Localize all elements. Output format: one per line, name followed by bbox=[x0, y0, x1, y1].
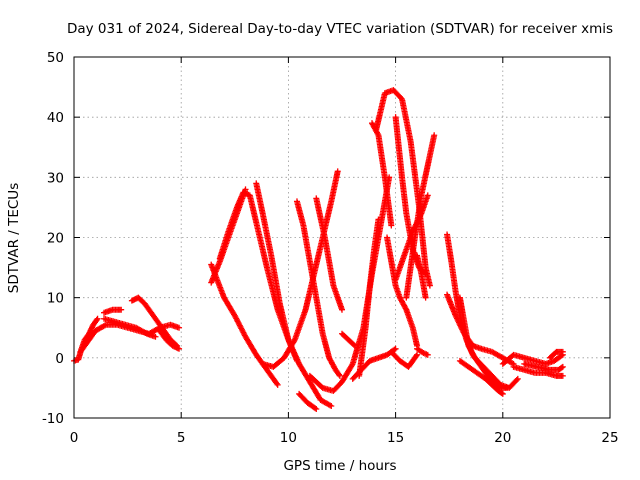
data-point bbox=[414, 351, 421, 358]
x-tick-label: 20 bbox=[494, 430, 511, 446]
data-point bbox=[348, 362, 355, 369]
y-tick-labels: -10 0 10 20 30 40 50 bbox=[42, 50, 64, 427]
data-point bbox=[559, 363, 566, 370]
data-point bbox=[176, 324, 183, 331]
data-point bbox=[424, 192, 431, 199]
series-arc-04 bbox=[101, 315, 159, 340]
data-point bbox=[499, 390, 506, 397]
series-arc-33 bbox=[510, 363, 566, 379]
data-point bbox=[313, 405, 320, 412]
series-arc-29 bbox=[444, 291, 517, 367]
data-point bbox=[424, 351, 431, 358]
series-arc-17 bbox=[339, 330, 358, 349]
series-arc-24 bbox=[392, 192, 431, 283]
data-point bbox=[339, 306, 345, 313]
data-point bbox=[312, 405, 319, 412]
data-point bbox=[559, 372, 566, 379]
y-tick-label: -10 bbox=[42, 411, 64, 427]
series-arc-03 bbox=[101, 306, 125, 316]
data-point bbox=[94, 315, 101, 322]
data-points bbox=[71, 87, 566, 412]
x-tick-label: 5 bbox=[177, 430, 186, 446]
data-point bbox=[351, 342, 358, 349]
data-point bbox=[375, 216, 382, 223]
series-arc-25 bbox=[388, 348, 421, 370]
y-tick-label: 20 bbox=[47, 231, 64, 247]
data-point bbox=[176, 345, 183, 352]
series-arc-06 bbox=[156, 327, 183, 352]
data-point bbox=[152, 333, 159, 340]
data-point bbox=[335, 371, 342, 378]
data-point bbox=[93, 316, 100, 323]
data-point bbox=[142, 330, 149, 337]
y-tick-label: 0 bbox=[55, 351, 64, 367]
y-tick-label: 10 bbox=[47, 291, 64, 307]
series-arc-32 bbox=[499, 351, 566, 367]
data-point bbox=[336, 372, 343, 379]
series-arc-14 bbox=[313, 195, 345, 313]
data-point bbox=[118, 306, 125, 313]
data-point bbox=[293, 357, 300, 364]
x-tick-label: 10 bbox=[280, 430, 297, 446]
x-tick-label: 0 bbox=[70, 430, 79, 446]
data-point bbox=[558, 364, 565, 371]
x-axis-label: GPS time / hours bbox=[283, 458, 396, 474]
data-point bbox=[426, 282, 433, 289]
y-tick-label: 40 bbox=[47, 110, 64, 126]
series-arc-35 bbox=[546, 348, 566, 361]
plot-frame bbox=[73, 56, 611, 419]
data-point bbox=[402, 305, 409, 312]
series-arc-26 bbox=[414, 252, 429, 301]
data-point bbox=[509, 360, 516, 367]
data-point bbox=[391, 346, 398, 353]
x-tick-labels: 0 5 10 15 20 25 bbox=[70, 430, 619, 446]
series-arc-30 bbox=[456, 294, 521, 391]
data-point bbox=[431, 132, 438, 139]
y-tick-label: 30 bbox=[47, 170, 64, 186]
chart-title: Day 031 of 2024, Sidereal Day-to-day VTE… bbox=[67, 21, 613, 37]
data-point bbox=[291, 338, 298, 345]
data-point bbox=[350, 341, 357, 348]
series-arc-19 bbox=[369, 120, 395, 229]
series-arc-34 bbox=[521, 360, 566, 373]
x-tick-label: 15 bbox=[387, 430, 404, 446]
data-point bbox=[388, 222, 395, 229]
data-point bbox=[374, 130, 381, 137]
data-point bbox=[422, 294, 429, 301]
data-point bbox=[559, 348, 566, 355]
series-arc-27 bbox=[414, 345, 431, 358]
y-axis-label: SDTVAR / TECUs bbox=[6, 183, 22, 293]
data-point bbox=[101, 322, 108, 329]
data-point bbox=[514, 375, 521, 382]
data-point bbox=[413, 353, 420, 360]
data-point bbox=[328, 402, 335, 409]
series-arc-13 bbox=[296, 390, 320, 412]
series-arc-21 bbox=[384, 234, 421, 349]
series-arc-12 bbox=[293, 198, 343, 379]
data-point bbox=[273, 380, 280, 387]
data-point bbox=[274, 381, 281, 388]
series-arc-31 bbox=[456, 357, 506, 397]
data-point bbox=[326, 402, 333, 409]
data-point bbox=[392, 345, 399, 352]
data-point bbox=[334, 168, 341, 175]
data-point bbox=[498, 390, 505, 397]
data-point bbox=[513, 377, 520, 384]
y-tick-label: 50 bbox=[47, 50, 64, 66]
series-arc-05 bbox=[128, 294, 180, 349]
x-tick-label: 25 bbox=[601, 430, 618, 446]
series-arc-16 bbox=[356, 216, 382, 379]
